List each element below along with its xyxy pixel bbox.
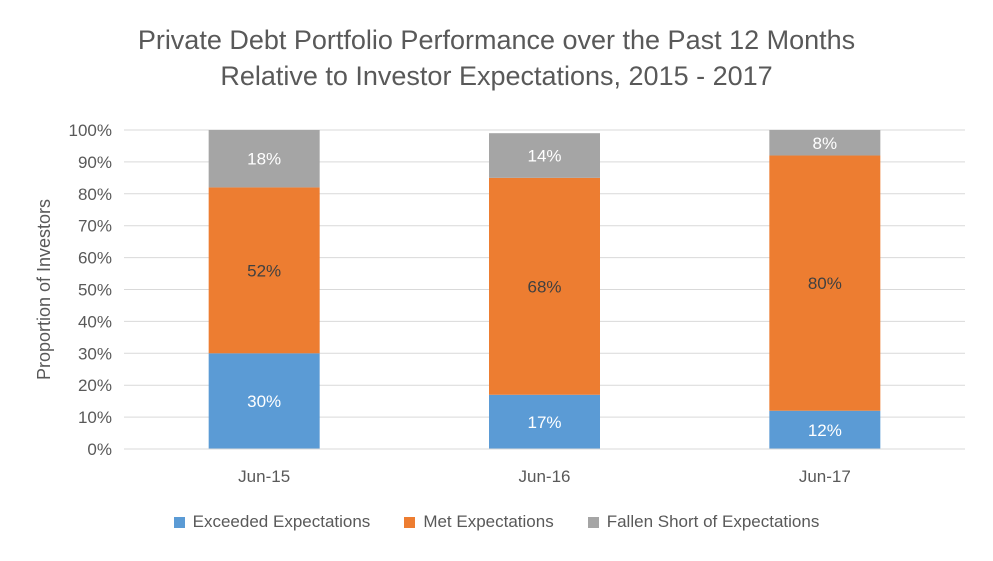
y-axis-label: Proportion of Investors <box>34 199 54 380</box>
x-tick-label: Jun-16 <box>519 467 571 486</box>
data-label: 14% <box>527 147 561 166</box>
y-tick-label: 100% <box>69 121 112 140</box>
legend-swatch <box>173 516 185 528</box>
legend: Exceeded Expectations Met Expectations Fal… <box>0 512 993 532</box>
chart-title-line-2: Relative to Investor Expectations, 2015 … <box>220 61 773 91</box>
bar-segment <box>769 155 881 411</box>
legend-item: Exceeded Expectations <box>173 512 371 532</box>
legend-item: Fallen Short of Expectations <box>587 512 820 532</box>
data-label: 68% <box>527 277 561 296</box>
bar-segment <box>769 130 881 156</box>
bar-segment <box>769 410 881 449</box>
bar-segment <box>208 130 320 188</box>
y-tick-label: 10% <box>78 408 112 427</box>
legend-label: Exceeded Expectations <box>192 512 371 531</box>
legend-swatch <box>404 516 416 528</box>
bar-segment <box>489 133 600 178</box>
y-tick-label: 40% <box>78 312 112 331</box>
data-label: 8% <box>813 134 838 153</box>
bar-segment <box>208 353 320 449</box>
data-label: 12% <box>808 421 842 440</box>
chart-title: Private Debt Portfolio Performance over … <box>0 22 993 94</box>
y-tick-label: 30% <box>78 344 112 363</box>
legend-item: Met Expectations <box>404 512 554 532</box>
data-label: 30% <box>247 392 281 411</box>
y-tick-label: 60% <box>78 249 112 268</box>
y-tick-label: 70% <box>78 217 112 236</box>
y-tick-label: 0% <box>87 440 112 459</box>
bar-segment <box>489 394 600 449</box>
legend-label: Met Expectations <box>423 512 554 531</box>
legend-label: Fallen Short of Expectations <box>606 512 820 531</box>
y-tick-label: 20% <box>78 376 112 395</box>
bar-segment <box>208 187 320 354</box>
legend-swatch <box>587 516 599 528</box>
data-label: 52% <box>247 261 281 280</box>
bar-segment <box>489 177 600 395</box>
chart-title-line-1: Private Debt Portfolio Performance over … <box>137 25 856 55</box>
y-tick-label: 50% <box>78 281 112 300</box>
x-tick-label: Jun-17 <box>799 467 851 486</box>
y-tick-label: 80% <box>78 185 112 204</box>
data-label: 17% <box>527 413 561 432</box>
y-tick-label: 90% <box>78 153 112 172</box>
x-tick-label: Jun-15 <box>238 467 290 486</box>
data-label: 80% <box>808 274 842 293</box>
data-label: 18% <box>247 150 281 169</box>
